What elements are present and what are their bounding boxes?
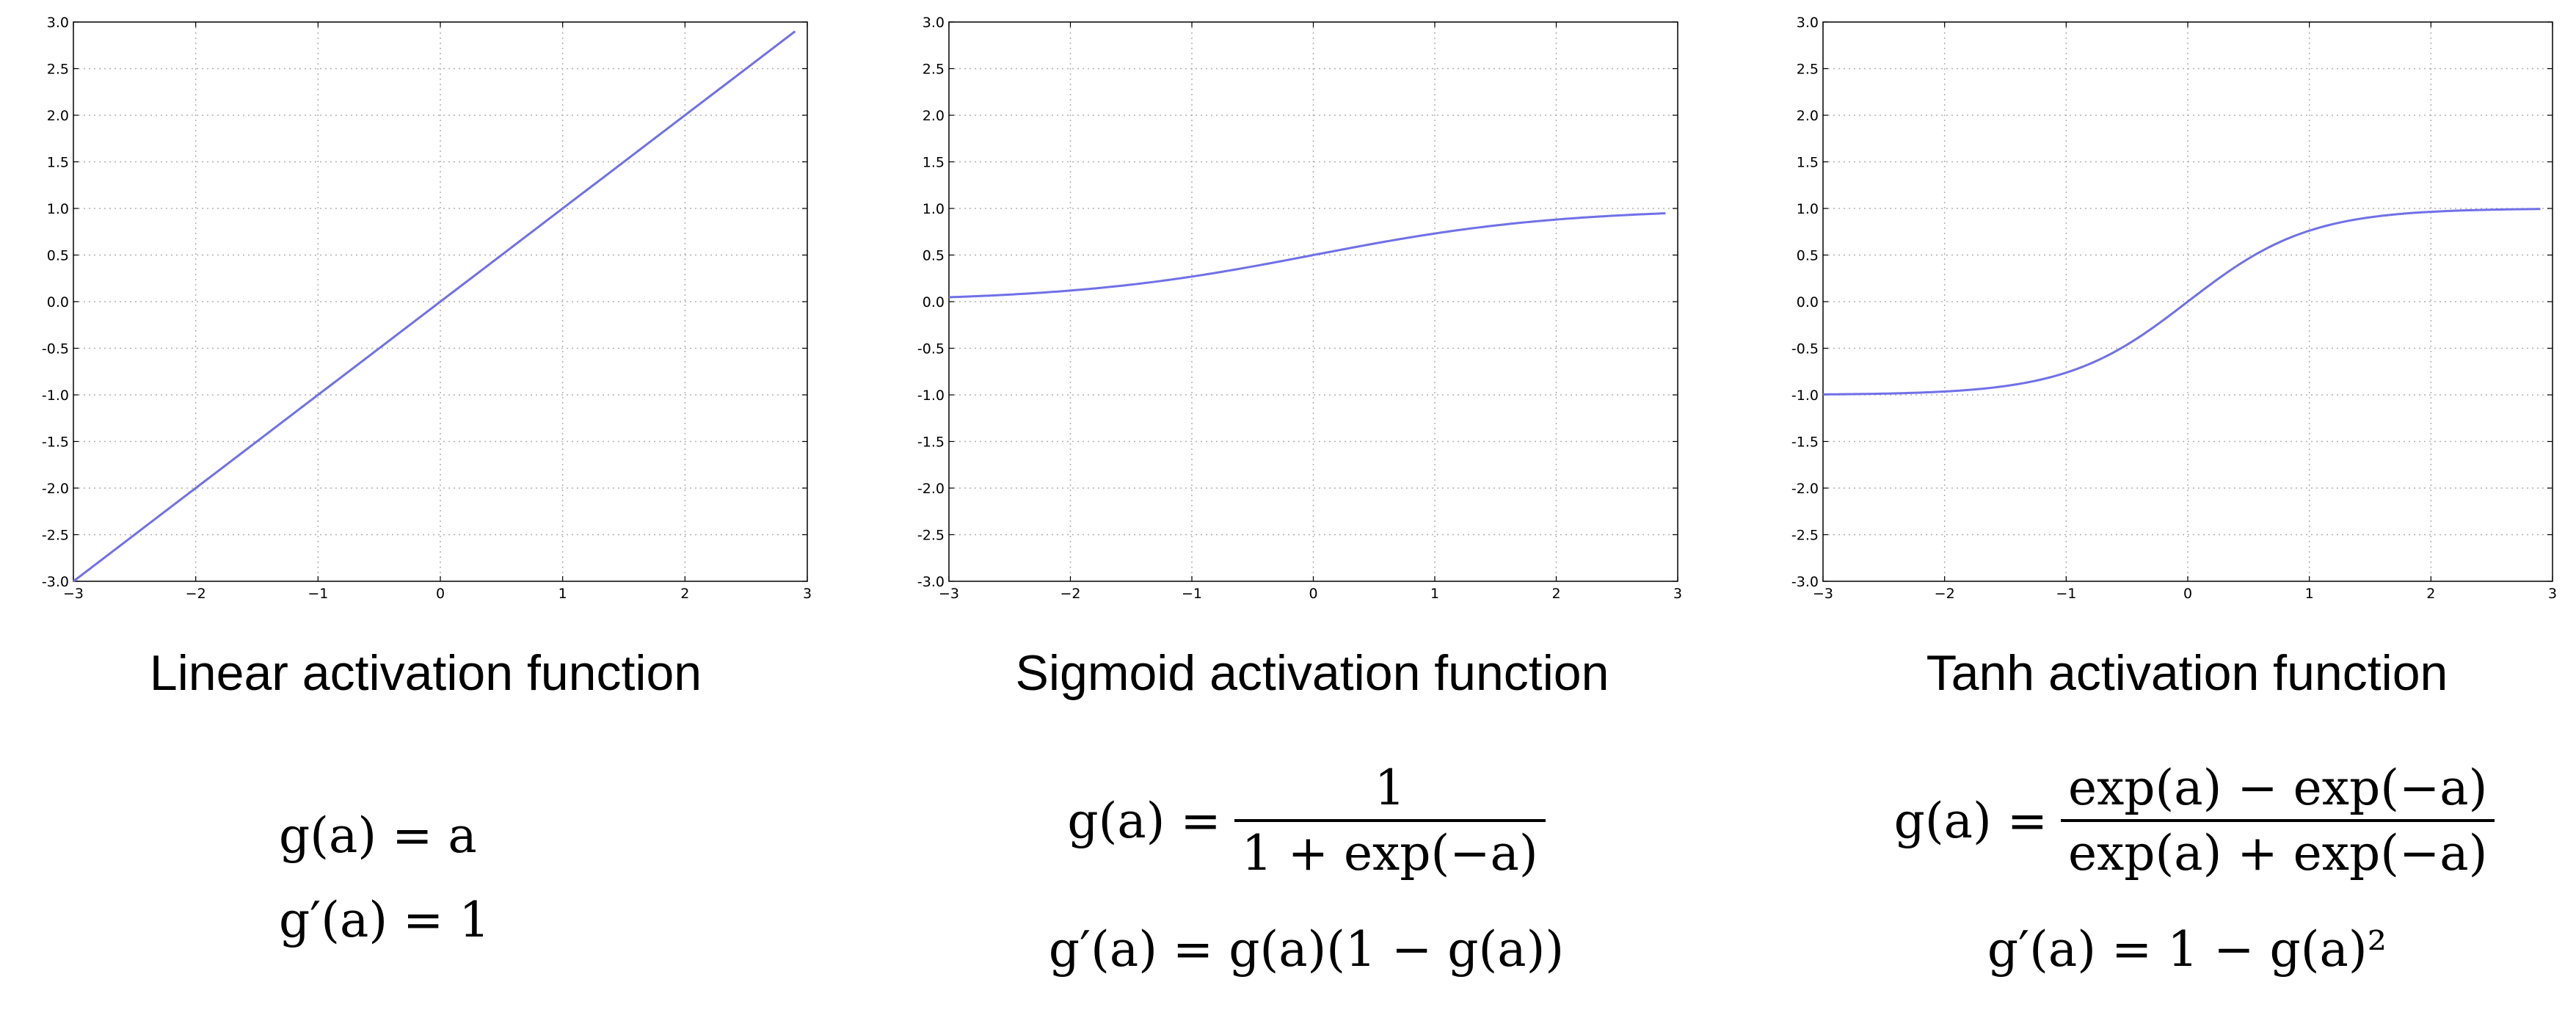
- tanh-denominator: exp(a) + exp(−a): [2068, 825, 2488, 881]
- tanh-x-tick-label: 1: [2305, 586, 2314, 602]
- linear-y-tick-label: -0.5: [42, 341, 69, 357]
- sigmoid-x-tick-label: 3: [1673, 586, 1682, 602]
- tanh-equation-g: g(a) = exp(a) − exp(−a) exp(a) + exp(−a): [1820, 760, 2569, 881]
- linear-y-tick-label: 0.5: [47, 248, 69, 264]
- sigmoid-caption: Sigmoid activation function: [1015, 645, 1609, 701]
- tanh-y-tick-label: 3.0: [1797, 15, 1819, 31]
- tanh-y-tick-label: 2.5: [1797, 62, 1819, 78]
- sigmoid-x-tick-label: −2: [1060, 586, 1080, 602]
- sigmoid-y-tick-label: 0.5: [923, 248, 945, 264]
- sigmoid-denominator: 1 + exp(−a): [1241, 825, 1538, 881]
- linear-equation-gprime: g′(a) = 1: [279, 892, 490, 948]
- linear-y-tick-label: 2.0: [47, 108, 69, 124]
- tanh-x-tick-label: −3: [1813, 586, 1833, 602]
- sigmoid-x-tick-label: 1: [1430, 586, 1439, 602]
- sigmoid-y-tick-label: -2.0: [917, 481, 945, 497]
- tanh-y-tick-label: 0.5: [1797, 248, 1819, 264]
- tanh-series-line: [1822, 208, 2541, 396]
- tanh-fraction: exp(a) − exp(−a) exp(a) + exp(−a): [2061, 760, 2495, 881]
- sigmoid-y-tick-label: 1.5: [923, 155, 945, 171]
- linear-x-tick-label: −3: [63, 586, 84, 602]
- tanh-x-tick-label: 0: [2183, 586, 2192, 602]
- sigmoid-y-tick-label: -1.5: [917, 434, 945, 451]
- tanh-caption: Tanh activation function: [1926, 645, 2448, 701]
- tanh-y-tick-label: -2.0: [1791, 481, 1819, 497]
- sigmoid-x-tick-label: −3: [939, 586, 959, 602]
- linear-x-tick-label: 3: [803, 586, 812, 602]
- sigmoid-y-tick-label: 0.0: [923, 294, 945, 310]
- tanh-y-tick-label: 1.5: [1797, 155, 1819, 171]
- tanh-x-tick-label: 2: [2426, 586, 2435, 602]
- linear-y-tick-label: 2.5: [47, 62, 69, 78]
- sigmoid-y-tick-label: 3.0: [923, 15, 945, 31]
- sigmoid-x-tick-label: 0: [1309, 586, 1317, 602]
- tanh-numerator: exp(a) − exp(−a): [2061, 760, 2495, 822]
- tanh-equation-gprime: g′(a) = 1 − g(a)²: [1987, 921, 2387, 978]
- linear-x-tick-label: 1: [559, 586, 567, 602]
- sigmoid-y-tick-label: 2.0: [923, 108, 945, 124]
- sigmoid-y-tick-label: 2.5: [923, 62, 945, 78]
- linear-y-tick-label: 1.5: [47, 155, 69, 171]
- linear-x-tick-label: 0: [436, 586, 445, 602]
- linear-x-tick-label: −2: [186, 586, 206, 602]
- tanh-y-tick-label: -1.0: [1791, 388, 1819, 404]
- sigmoid-x-tick-label: −1: [1182, 586, 1202, 602]
- tanh-y-tick-label: -3.0: [1791, 574, 1819, 590]
- linear-caption: Linear activation function: [149, 645, 702, 701]
- linear-series-line: [73, 30, 796, 583]
- tanh-y-tick-label: -1.5: [1791, 434, 1819, 451]
- tanh-y-tick-label: 2.0: [1797, 108, 1819, 124]
- sigmoid-y-tick-label: -2.5: [917, 528, 945, 544]
- tanh-g-lhs: g(a) =: [1893, 792, 2048, 849]
- sigmoid-equation-g: g(a) = 1 1 + exp(−a): [1013, 760, 1600, 881]
- linear-y-tick-label: -1.0: [42, 388, 69, 404]
- tanh-y-tick-label: -0.5: [1791, 341, 1819, 357]
- sigmoid-numerator: 1: [1234, 760, 1546, 822]
- sigmoid-y-tick-label: -1.0: [917, 388, 945, 404]
- linear-x-tick-label: −1: [308, 586, 328, 602]
- linear-y-tick-label: 1.0: [47, 201, 69, 217]
- sigmoid-y-tick-label: -0.5: [917, 341, 945, 357]
- sigmoid-series-line: [948, 212, 1666, 299]
- activation-charts: −3 −2 −1 0 1 2 3 3.0 2.5 2.0 1.5 1.0 0.5 0.0 -0.5 -1.0 -…: [42, 15, 2557, 602]
- linear-x-tick-label: 2: [680, 586, 689, 602]
- sigmoid-g-lhs: g(a) =: [1067, 792, 1221, 849]
- linear-equation-g: g(a) = a: [279, 807, 477, 864]
- linear-y-tick-label: -1.5: [42, 434, 69, 451]
- sigmoid-x-tick-label: 2: [1551, 586, 1560, 602]
- sigmoid-y-tick-label: -3.0: [917, 574, 945, 590]
- tanh-y-tick-label: 0.0: [1797, 294, 1819, 310]
- sigmoid-equation-gprime: g′(a) = g(a)(1 − g(a)): [1048, 921, 1565, 978]
- tanh-y-tick-label: -2.5: [1791, 528, 1819, 544]
- tanh-x-tick-label: 3: [2548, 586, 2557, 602]
- sigmoid-fraction: 1 1 + exp(−a): [1234, 760, 1546, 881]
- tanh-x-tick-label: −1: [2056, 586, 2076, 602]
- linear-y-tick-label: -2.0: [42, 481, 69, 497]
- linear-y-tick-label: 3.0: [47, 15, 69, 31]
- linear-y-tick-label: -2.5: [42, 528, 69, 544]
- linear-y-tick-label: -3.0: [42, 574, 69, 590]
- tanh-y-tick-label: 1.0: [1797, 201, 1819, 217]
- sigmoid-y-tick-label: 1.0: [923, 201, 945, 217]
- linear-y-tick-label: 0.0: [47, 294, 69, 310]
- tanh-x-tick-label: −2: [1935, 586, 1955, 602]
